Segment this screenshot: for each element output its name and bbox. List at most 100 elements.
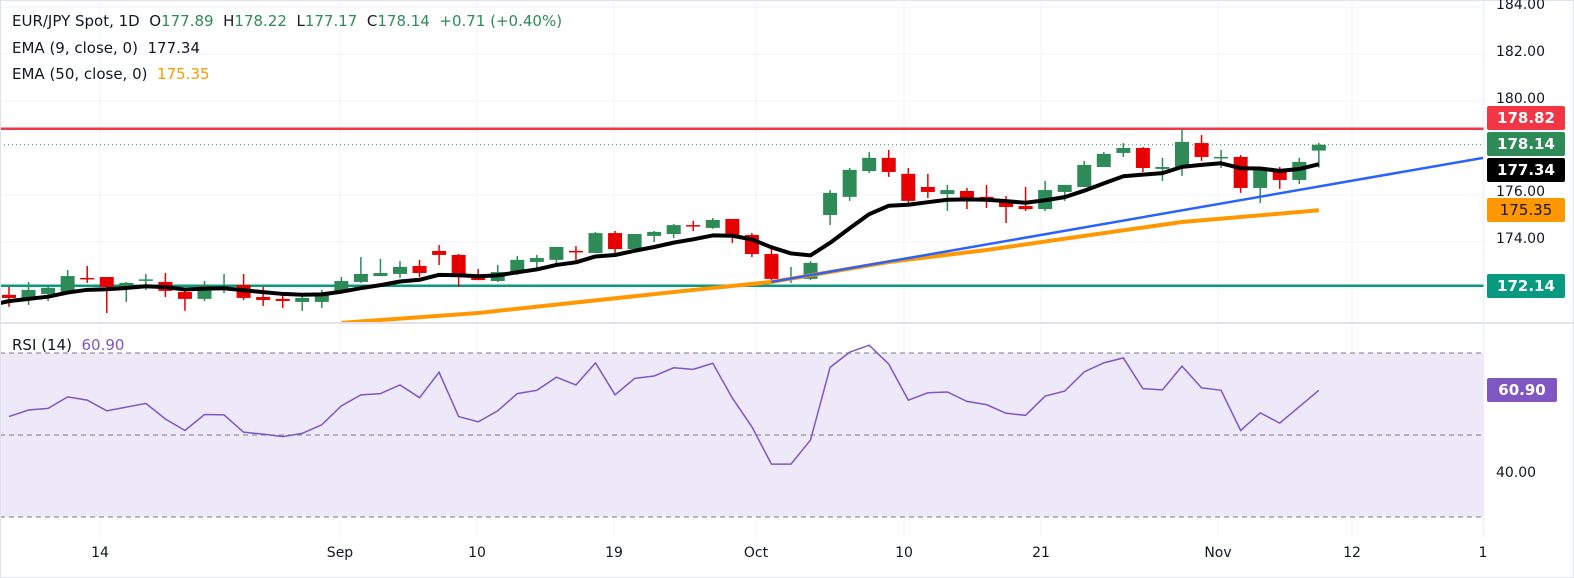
candle-body (510, 259, 525, 274)
ascending-trendline (771, 156, 1484, 284)
ema9-line (0, 161, 1320, 306)
high-label: H (223, 12, 235, 30)
low-label: L (296, 12, 305, 30)
candle-body (588, 233, 603, 254)
candle-body (1096, 153, 1111, 168)
candle-body (314, 292, 329, 302)
low-value: 177.17 (304, 12, 358, 30)
price-tick: 176.00 (1496, 184, 1545, 200)
candle-body (608, 233, 623, 250)
last-price-badge: 178.14 (1487, 132, 1565, 156)
rsi-badge: 60.90 (1487, 378, 1557, 402)
price-tick: 180.00 (1496, 91, 1545, 107)
rsi-levels (0, 352, 1484, 518)
rsi-tick: 40.00 (1496, 465, 1537, 481)
candle-body (881, 157, 896, 172)
symbol-title: EUR/JPY Spot, 1D (12, 12, 140, 30)
resistance-badge: 178.82 (1487, 106, 1565, 130)
ema50-legend[interactable]: EMA (50, close, 0) 175.35 (12, 65, 210, 83)
candle-body (627, 234, 642, 250)
candle-body (119, 282, 134, 287)
open-value: 177.89 (161, 12, 214, 30)
time-axis-label: 21 (1032, 545, 1050, 561)
time-axis-label: Sep (326, 545, 354, 561)
ema50-value: 175.35 (157, 65, 210, 83)
candle-body (177, 292, 192, 299)
candle-body (568, 250, 583, 253)
open-label: O (149, 12, 162, 30)
candle-body (353, 273, 368, 282)
candle-body (60, 276, 75, 293)
candle-body (920, 187, 935, 192)
time-axis-label: 12 (1343, 545, 1361, 561)
price-tick: 184.00 (1496, 0, 1545, 13)
candle-body (1135, 148, 1150, 168)
candle-body (412, 265, 427, 274)
candle-body (334, 281, 349, 293)
candle-body (647, 231, 662, 236)
candle-body (862, 157, 877, 172)
ema50-line (341, 208, 1320, 322)
candle-body (705, 219, 720, 228)
candle-body (549, 246, 564, 260)
candle-body (1194, 143, 1209, 157)
time-axis-label: Oct (743, 545, 769, 561)
candle-body (1116, 148, 1131, 153)
change-value: +0.71 (+0.40%) (439, 12, 563, 30)
candle-body (393, 266, 407, 274)
candle-body (764, 253, 779, 279)
candle-body (41, 287, 56, 294)
candle-body (901, 173, 916, 201)
rsi-label: RSI (14) (12, 336, 72, 354)
candle-body (471, 277, 486, 281)
high-value: 178.22 (234, 12, 287, 30)
close-value: 178.14 (377, 12, 430, 30)
candle-body (2, 294, 16, 298)
candle-body (842, 169, 857, 197)
rsi-legend[interactable]: RSI (14) 60.90 (12, 336, 124, 354)
candle-body (529, 257, 544, 262)
candle-body (1155, 167, 1170, 169)
ema9-label: EMA (9, close, 0) (12, 39, 138, 57)
candle-body (256, 296, 271, 301)
candle-body (275, 298, 290, 301)
price-tick: 182.00 (1496, 44, 1545, 60)
time-axis-label: 10 (895, 545, 913, 561)
time-axis-label: Nov (1204, 545, 1232, 561)
price-tick: 174.00 (1496, 231, 1545, 247)
candle-body (432, 250, 447, 255)
candle-body (1253, 169, 1268, 188)
time-axis-label: 19 (605, 545, 623, 561)
ema50-label: EMA (50, close, 0) (12, 65, 148, 83)
ema50-badge: 175.35 (1487, 198, 1565, 222)
support-badge: 172.14 (1487, 274, 1565, 298)
candle-body (1057, 184, 1072, 192)
ema9-value: 177.34 (147, 39, 201, 57)
candle-body (686, 225, 701, 227)
ema9-legend[interactable]: EMA (9, close, 0) 177.34 (12, 39, 200, 57)
candle-body (138, 279, 153, 281)
candle-body (373, 273, 388, 277)
time-axis-label: 10 (468, 545, 486, 561)
candle-body (666, 225, 681, 235)
candle-body (99, 277, 114, 287)
rsi-line (8, 344, 1320, 465)
time-axis-label: 1 (1478, 545, 1488, 561)
horizontal-lines (0, 127, 1484, 287)
candle-body (1233, 156, 1248, 188)
close-label: C (366, 12, 378, 30)
candle-body (725, 218, 740, 238)
candle-body (1175, 141, 1189, 168)
candle-body (1077, 164, 1092, 188)
candle-body (940, 190, 955, 195)
ema9-badge: 177.34 (1487, 158, 1565, 182)
candle-body (295, 297, 310, 302)
indicator-lines (0, 156, 1484, 465)
symbol-legend: EUR/JPY Spot, 1D O177.89 H178.22 L177.17… (12, 12, 562, 30)
candle-body (999, 200, 1014, 207)
time-axis-label: 14 (91, 545, 109, 561)
rsi-value: 60.90 (81, 336, 125, 354)
candle-body (451, 254, 466, 278)
candle-body (21, 289, 36, 301)
